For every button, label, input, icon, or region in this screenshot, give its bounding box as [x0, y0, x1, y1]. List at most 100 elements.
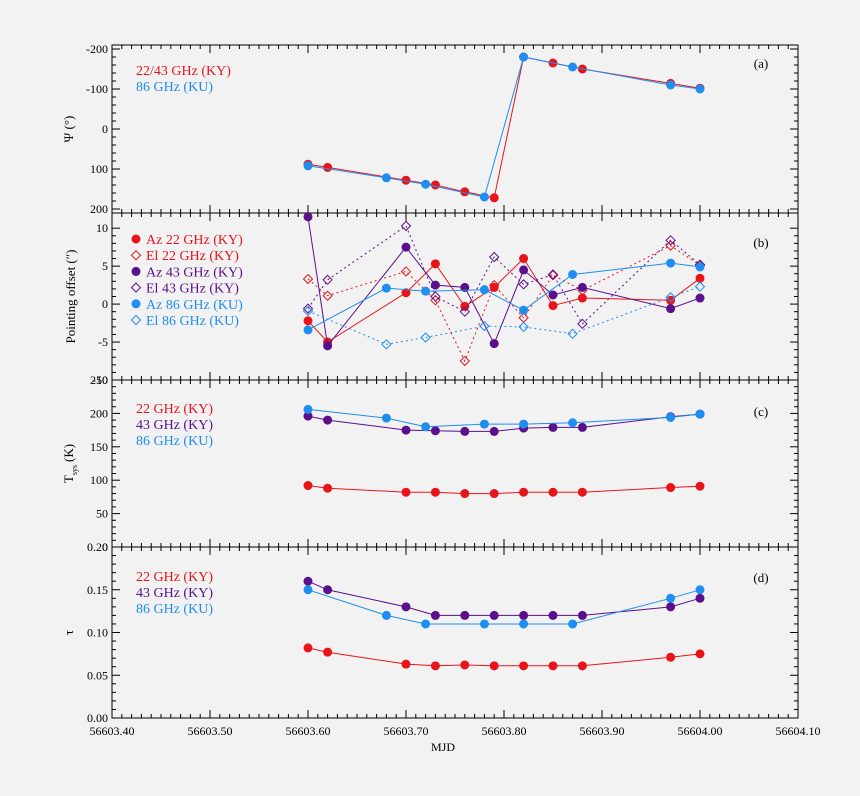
panel-a-series-0-point [460, 187, 470, 197]
panel-d-series-0-point [401, 659, 411, 669]
panel-b-ytick-label: 5 [102, 259, 108, 273]
panel-b-series-0-point [430, 259, 440, 269]
panel-d-series-1-point [666, 602, 676, 612]
panel-b-legend-marker [130, 249, 142, 261]
panel-a-series-1-point [695, 84, 705, 94]
panel-b-series-1-point [302, 273, 314, 285]
panel-a-series-1-point [381, 173, 391, 183]
panel-b-series-3-point [518, 279, 529, 290]
panel-d-legend-entry: 43 GHz (KY) [136, 586, 213, 601]
panel-a-series-1-point [568, 62, 578, 72]
x-tick-label: 56604.00 [678, 724, 723, 738]
panel-b-series-2-point [666, 304, 676, 314]
panel-d-series-0-point [303, 643, 313, 653]
panel-b-series-2-point [323, 341, 333, 351]
panel-b-series-2-point [401, 242, 411, 252]
panel-b-series-5-point [665, 292, 676, 303]
panel-b-ytick-label: 10 [96, 221, 108, 235]
panel-c-series-0-point [460, 489, 470, 499]
panel-b-series-2-point [303, 213, 313, 222]
panel-a-ytick-label: -100 [86, 82, 108, 96]
panel-b-series-5-point [479, 320, 490, 332]
panel-d-series-1-line [307, 580, 701, 616]
panel-b-series-4-point [519, 305, 529, 315]
panel-c-series-0-line [307, 485, 701, 495]
panel-b-series-4-point [479, 285, 489, 295]
panel-b-series-5-point [694, 281, 706, 292]
panel-b-series-3-point [459, 306, 471, 317]
panel-b-series-0-point [695, 273, 705, 283]
panel-b-plot-area [302, 213, 706, 367]
panel-b-series-2-point [695, 293, 705, 303]
panel-d-legend-entry: 22 GHz (KY) [136, 570, 213, 585]
panel-frames [111, 44, 799, 719]
panel-b-series-3-point [547, 269, 559, 280]
panel-d-series-0-point [323, 647, 333, 657]
panel-c-series-0-point [548, 487, 558, 497]
panel-c-series-2-point [695, 409, 705, 419]
x-tick-label: 56603.50 [188, 724, 233, 738]
panel-b-series-5-point [381, 339, 392, 350]
panel-a-ytick-label: -200 [86, 42, 108, 56]
panel-b-ytick-label: -10 [92, 373, 108, 387]
panel-b-series-3-point [577, 318, 588, 330]
panel-d-frame [111, 546, 799, 719]
panel-d-series-0-point [519, 661, 529, 671]
panel-b-legend-entry: Az 43 GHz (KY) [146, 265, 243, 280]
x-tick-label: 56604.10 [776, 724, 821, 738]
panel-d-legend-entry: 86 GHz (KU) [136, 602, 213, 617]
panel-b-series-5-point [302, 305, 314, 317]
panel-d-series-1-point [430, 610, 440, 620]
panel-b-series-4-point [381, 283, 391, 293]
panel-b-series-3-point [322, 274, 333, 286]
panel-c-legend-entry: 22 GHz (KY) [136, 402, 213, 417]
panel-b-legend-marker [131, 299, 141, 309]
panel-b-legend-marker [130, 314, 142, 326]
panel-d-series-1-point [460, 610, 470, 620]
panel-b-series-2-point [489, 339, 499, 349]
panel-b-series-4-point [303, 325, 313, 335]
panel-b-legend-entry: El 22 GHz (KY) [146, 249, 239, 264]
data-layer [302, 52, 706, 671]
panel-b-series-3-point [430, 291, 441, 302]
panel-d-series-0-point [577, 661, 587, 671]
panel-a-series-1-point [303, 161, 313, 171]
panel-c-series-0-point [323, 483, 333, 493]
panel-b-series-1-point [665, 240, 676, 251]
panel-c-ytick-label: 50 [96, 507, 108, 521]
panel-d-ytick-label: 0.15 [87, 583, 108, 597]
panel-c-legend-entry: 86 GHz (KU) [136, 434, 213, 449]
x-axis-label: MJD [431, 740, 455, 754]
panel-c-ytick-label: 100 [90, 473, 108, 487]
panel-b-series-0-point [303, 316, 313, 326]
panel-b-series-2-point [430, 280, 440, 290]
panel-a-legend-entry: 22/43 GHz (KY) [136, 64, 231, 79]
panel-c-ytick-label: 200 [90, 406, 108, 420]
panel-d-series-2-point [479, 619, 489, 629]
panel-b-legend-entry: Az 22 GHz (KY) [146, 233, 243, 248]
panel-c-series-2-point [568, 418, 578, 428]
panel-c-series-1-line [307, 413, 701, 432]
panel-c-series-0-point [577, 487, 587, 497]
panel-c-series-2-line [307, 408, 701, 428]
panel-c-series-2-point [479, 419, 489, 429]
panel-d-series-0-point [695, 649, 705, 659]
panel-b-series-3-point [302, 303, 314, 314]
panel-a-label: (a) [754, 56, 768, 71]
panel-d-series-1-point [577, 610, 587, 620]
panel-b-series-4-point [695, 262, 705, 272]
panel-d-ylabel: τ [61, 630, 76, 635]
panel-d-series-2-point [666, 593, 676, 603]
panel-d-series-1-point [695, 593, 705, 603]
panel-c-ytick-label: 150 [90, 440, 108, 454]
panel-b-series-3-point [488, 251, 500, 263]
panel-d-series-2-point [568, 619, 578, 629]
panel-c-series-1-point [323, 415, 333, 425]
panel-b-legend-marker [130, 282, 142, 293]
x-tick-label: 56603.70 [384, 724, 429, 738]
panel-a-series-0-point [430, 180, 440, 190]
panel-d-series-2-point [695, 585, 705, 595]
panel-b-series-0-point [577, 293, 587, 303]
